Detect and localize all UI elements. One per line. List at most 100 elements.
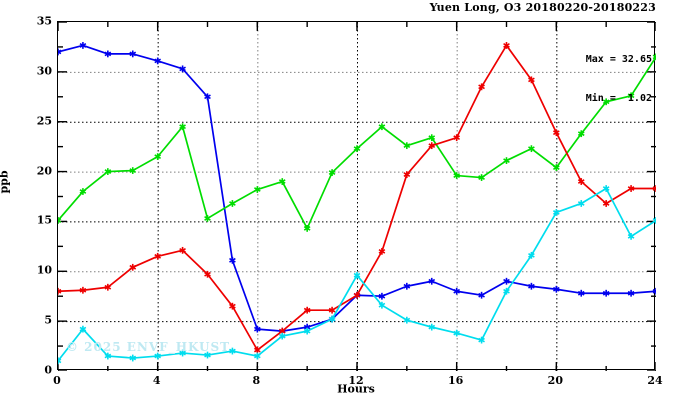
- data-point-marker: [652, 54, 656, 58]
- data-point-marker: [627, 233, 635, 239]
- data-point-marker: [353, 146, 361, 152]
- series-green: [58, 53, 656, 232]
- data-point-marker: [453, 135, 461, 141]
- data-point-marker: [577, 131, 585, 137]
- y-tick-label: 35: [36, 14, 52, 28]
- data-point-marker: [403, 283, 411, 289]
- plot-area: [57, 21, 656, 371]
- data-point-marker: [428, 324, 436, 330]
- plot-svg: [58, 22, 656, 371]
- data-point-marker: [528, 283, 535, 289]
- data-point-marker: [577, 290, 585, 296]
- data-point-marker: [253, 187, 261, 192]
- data-point-marker: [154, 253, 162, 259]
- data-point-marker: [104, 169, 112, 174]
- data-point-marker: [478, 175, 485, 180]
- chart-title: Yuen Long, O3 20180220-20180223: [429, 1, 656, 14]
- data-point-marker: [428, 143, 436, 149]
- data-point-marker: [428, 278, 436, 284]
- data-point-marker: [552, 210, 560, 215]
- data-point-marker: [453, 330, 461, 336]
- data-point-marker: [58, 290, 62, 294]
- data-point-marker: [652, 187, 656, 191]
- data-point-marker: [58, 358, 62, 362]
- data-point-marker: [79, 43, 87, 48]
- y-tick-label: 20: [36, 164, 52, 178]
- y-tick-label: 10: [36, 263, 52, 277]
- x-tick-label: 4: [152, 374, 161, 387]
- data-point-marker: [278, 328, 286, 334]
- data-point-marker: [204, 271, 211, 277]
- data-point-marker: [503, 158, 510, 163]
- data-point-marker: [303, 324, 311, 330]
- data-point-marker: [328, 316, 336, 322]
- data-point-marker: [104, 51, 112, 57]
- data-point-marker: [552, 130, 560, 136]
- data-point-marker: [627, 93, 635, 99]
- x-axis-title: Hours: [337, 382, 375, 396]
- data-point-marker: [179, 247, 186, 253]
- y-tick-label: 15: [36, 213, 52, 227]
- data-point-marker: [179, 66, 186, 72]
- data-point-marker: [253, 326, 261, 332]
- data-point-marker: [58, 359, 62, 364]
- data-point-marker: [229, 348, 236, 354]
- data-point-marker: [453, 288, 461, 294]
- data-point-marker: [303, 226, 311, 231]
- x-tick-label: 24: [647, 374, 663, 387]
- data-point-marker: [58, 50, 62, 55]
- data-point-marker: [528, 77, 535, 83]
- data-point-marker: [403, 143, 411, 149]
- series-cyan: [58, 185, 656, 365]
- data-point-marker: [378, 302, 386, 308]
- data-point-marker: [303, 307, 311, 313]
- series-blue-line: [58, 44, 656, 332]
- x-tick-label: 16: [448, 374, 464, 387]
- data-point-marker: [652, 218, 656, 222]
- data-point-marker: [79, 326, 87, 332]
- data-point-marker: [154, 353, 162, 359]
- data-point-marker: [403, 172, 411, 177]
- data-point-marker: [179, 124, 186, 130]
- data-point-marker: [602, 99, 610, 105]
- x-tick-label: 20: [547, 374, 563, 387]
- data-point-marker: [328, 170, 336, 175]
- y-axis-title: ppb: [0, 170, 11, 194]
- data-point-marker: [528, 252, 535, 258]
- data-point-marker: [79, 287, 87, 293]
- data-point-marker: [552, 286, 560, 292]
- data-point-marker: [652, 288, 656, 293]
- stats-min: Min = 1.02: [585, 93, 652, 104]
- data-point-marker: [104, 284, 112, 290]
- data-point-marker: [353, 292, 361, 298]
- data-point-marker: [229, 257, 236, 263]
- data-point-marker: [602, 290, 610, 296]
- y-tick-label: 25: [36, 114, 52, 128]
- data-point-marker: [204, 352, 211, 358]
- data-point-marker: [179, 350, 186, 356]
- data-point-marker: [353, 272, 361, 278]
- data-point-marker: [278, 333, 286, 339]
- data-point-marker: [79, 189, 87, 194]
- data-point-marker: [129, 168, 137, 173]
- data-point-marker: [378, 248, 386, 254]
- x-tick-label: 12: [348, 374, 364, 387]
- data-point-marker: [652, 55, 656, 60]
- data-point-marker: [552, 165, 560, 170]
- data-point-marker: [627, 290, 635, 296]
- data-point-marker: [478, 84, 485, 90]
- data-point-marker: [58, 49, 62, 53]
- data-point-marker: [278, 179, 286, 184]
- data-point-marker: [453, 173, 461, 178]
- data-point-marker: [652, 186, 656, 190]
- y-tick-label: 5: [44, 313, 52, 327]
- data-point-marker: [229, 201, 236, 206]
- x-tick-label: 0: [53, 374, 61, 387]
- data-point-marker: [129, 51, 137, 57]
- stats-box: Max = 32.65 Min = 1.02: [586, 27, 652, 131]
- data-point-marker: [253, 353, 261, 359]
- data-point-marker: [428, 135, 436, 141]
